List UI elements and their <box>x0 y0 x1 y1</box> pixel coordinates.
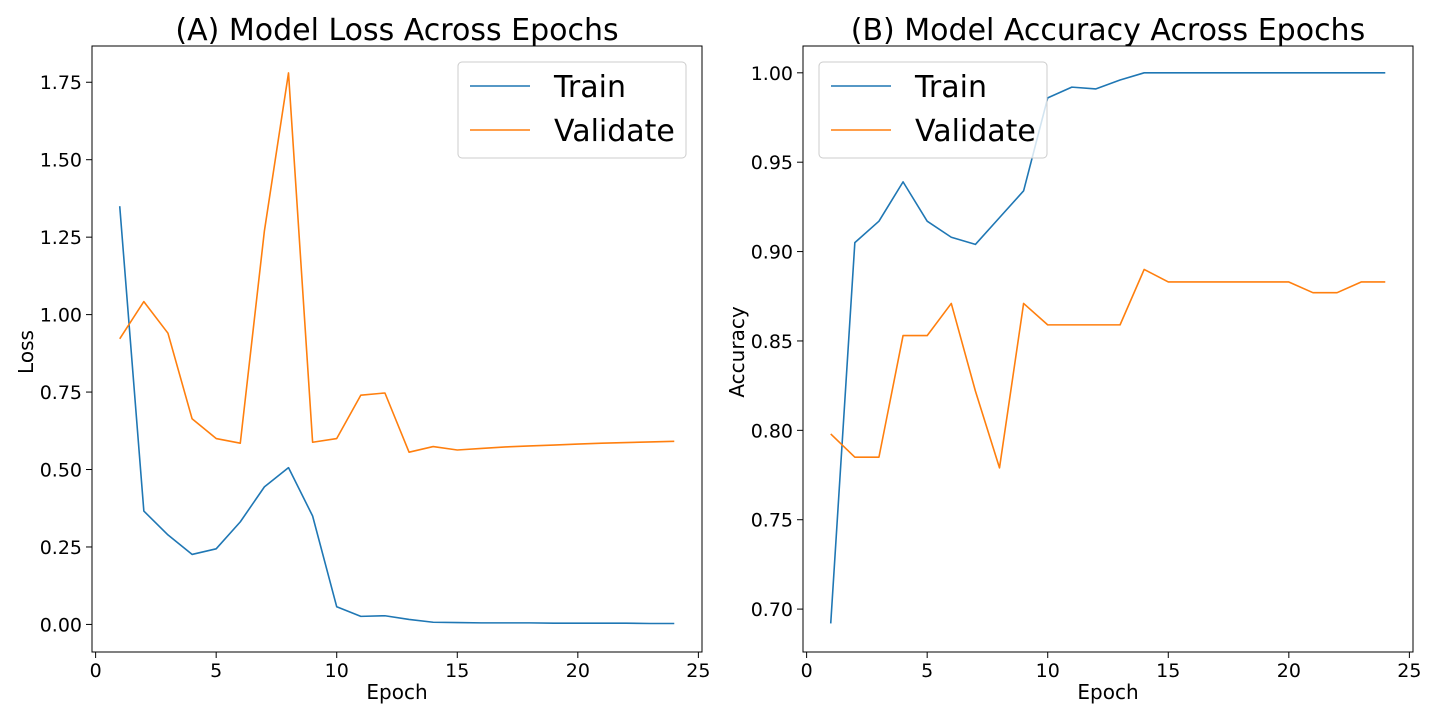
loss-y-tick-label: 1.25 <box>40 227 82 249</box>
loss-x-tick-label: 15 <box>445 660 469 682</box>
loss-y-tick-label: 1.75 <box>40 72 82 94</box>
loss-x-tick-label: 25 <box>686 660 710 682</box>
loss-y-tick-label: 1.50 <box>40 150 82 172</box>
loss-x-tick-label: 0 <box>90 660 102 682</box>
accuracy-legend: Train Validate <box>818 61 1048 159</box>
accuracy-y-axis-label: Accuracy <box>725 306 749 397</box>
accuracy-x-tick-label: 25 <box>1397 660 1421 682</box>
loss-axes-frame <box>91 45 703 653</box>
loss-y-axis-label: Loss <box>14 330 38 374</box>
loss-x-tick-label: 10 <box>325 660 349 682</box>
loss-x-axis-label: Epoch <box>366 680 427 704</box>
accuracy-chart-title: (B) Model Accuracy Across Epochs <box>851 13 1365 48</box>
loss-series-validate-line <box>119 72 675 453</box>
loss-y-tick-label: 0.25 <box>40 537 82 559</box>
accuracy-x-tick-label: 10 <box>1036 660 1060 682</box>
loss-y-tick-label: 0.75 <box>40 382 82 404</box>
loss-y-tick-label: 0.50 <box>40 460 82 482</box>
loss-chart-title: (A) Model Loss Across Epochs <box>175 13 618 48</box>
accuracy-series-validate-line <box>830 268 1386 469</box>
loss-y-tick-label: 1.00 <box>40 305 82 327</box>
accuracy-legend-label-train: Train <box>914 70 987 105</box>
accuracy-x-tick-label: 0 <box>801 660 813 682</box>
loss-legend-label-train: Train <box>553 70 626 105</box>
loss-y-tick-label: 0.00 <box>40 614 82 636</box>
accuracy-y-tick-label: 0.85 <box>751 331 793 353</box>
loss-legend: Train Validate <box>457 61 687 159</box>
accuracy-x-tick-label: 5 <box>921 660 933 682</box>
accuracy-axes-frame <box>802 45 1414 653</box>
accuracy-y-tick-label: 0.70 <box>751 599 793 621</box>
accuracy-x-axis-label: Epoch <box>1077 680 1138 704</box>
accuracy-y-tick-label: 1.00 <box>751 63 793 85</box>
accuracy-y-tick-label: 0.95 <box>751 152 793 174</box>
accuracy-y-tick-label: 0.80 <box>751 420 793 442</box>
accuracy-x-tick-label: 15 <box>1156 660 1180 682</box>
accuracy-x-tick-label: 20 <box>1277 660 1301 682</box>
loss-x-tick-label: 5 <box>210 660 222 682</box>
accuracy-chart: (B) Model Accuracy Across Epochs 0 5 10 15 20… <box>725 13 1421 704</box>
accuracy-y-tick-label: 0.75 <box>751 510 793 532</box>
accuracy-legend-label-validate: Validate <box>915 114 1036 149</box>
loss-chart: (A) Model Loss Across Epochs 0 5 10 15 20 25 0.… <box>14 13 710 704</box>
loss-x-tick-label: 20 <box>566 660 590 682</box>
accuracy-y-tick-label: 0.90 <box>751 242 793 264</box>
loss-legend-label-validate: Validate <box>554 114 675 149</box>
loss-series-train-line <box>118 206 675 625</box>
accuracy-series-train-line <box>829 72 1386 624</box>
